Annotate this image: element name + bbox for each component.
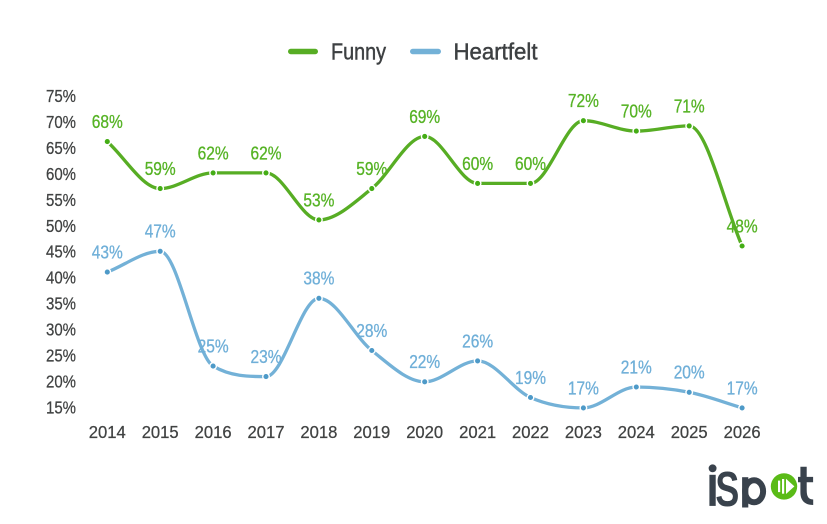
svg-text:2025: 2025 bbox=[671, 422, 708, 442]
svg-text:21%: 21% bbox=[621, 357, 652, 377]
svg-text:59%: 59% bbox=[145, 159, 176, 179]
svg-text:2015: 2015 bbox=[142, 422, 179, 442]
svg-text:2020: 2020 bbox=[406, 422, 443, 442]
svg-text:17%: 17% bbox=[727, 378, 758, 398]
svg-text:30%: 30% bbox=[46, 320, 76, 340]
svg-text:2017: 2017 bbox=[248, 422, 285, 442]
svg-text:Funny: Funny bbox=[331, 39, 386, 65]
svg-text:70%: 70% bbox=[621, 102, 652, 122]
svg-text:59%: 59% bbox=[356, 159, 387, 179]
svg-text:60%: 60% bbox=[462, 154, 493, 174]
svg-text:55%: 55% bbox=[46, 190, 76, 210]
svg-text:45%: 45% bbox=[46, 242, 76, 262]
svg-text:20%: 20% bbox=[46, 372, 76, 392]
svg-text:50%: 50% bbox=[46, 216, 76, 236]
svg-text:20%: 20% bbox=[674, 363, 705, 383]
svg-text:65%: 65% bbox=[46, 138, 76, 158]
svg-text:15%: 15% bbox=[46, 398, 76, 418]
svg-text:38%: 38% bbox=[303, 269, 334, 289]
svg-text:48%: 48% bbox=[727, 216, 758, 236]
svg-text:Heartfelt: Heartfelt bbox=[454, 39, 539, 65]
svg-text:23%: 23% bbox=[251, 347, 282, 367]
svg-text:19%: 19% bbox=[515, 368, 546, 388]
svg-text:25%: 25% bbox=[198, 337, 229, 357]
svg-text:2021: 2021 bbox=[459, 422, 496, 442]
svg-text:2014: 2014 bbox=[89, 422, 126, 442]
svg-text:28%: 28% bbox=[356, 321, 387, 341]
svg-text:68%: 68% bbox=[92, 112, 123, 132]
svg-text:2022: 2022 bbox=[512, 422, 549, 442]
svg-text:22%: 22% bbox=[409, 352, 440, 372]
svg-text:72%: 72% bbox=[568, 91, 599, 111]
svg-text:26%: 26% bbox=[462, 331, 493, 351]
svg-text:2023: 2023 bbox=[565, 422, 602, 442]
svg-text:69%: 69% bbox=[409, 107, 440, 127]
svg-text:60%: 60% bbox=[46, 164, 76, 184]
svg-text:17%: 17% bbox=[568, 378, 599, 398]
svg-text:2016: 2016 bbox=[195, 422, 232, 442]
svg-text:25%: 25% bbox=[46, 346, 76, 366]
svg-text:53%: 53% bbox=[303, 190, 334, 210]
svg-text:47%: 47% bbox=[145, 222, 176, 242]
svg-text:40%: 40% bbox=[46, 268, 76, 288]
svg-text:75%: 75% bbox=[46, 86, 76, 106]
svg-text:2019: 2019 bbox=[353, 422, 390, 442]
svg-text:71%: 71% bbox=[674, 96, 705, 116]
svg-text:2024: 2024 bbox=[618, 422, 655, 442]
svg-text:2018: 2018 bbox=[300, 422, 337, 442]
svg-text:S: S bbox=[715, 463, 739, 518]
svg-text:62%: 62% bbox=[198, 143, 229, 163]
svg-text:35%: 35% bbox=[46, 294, 76, 314]
svg-text:2026: 2026 bbox=[724, 422, 761, 442]
svg-text:43%: 43% bbox=[92, 243, 123, 263]
svg-text:60%: 60% bbox=[515, 154, 546, 174]
svg-text:62%: 62% bbox=[251, 143, 282, 163]
svg-text:70%: 70% bbox=[46, 112, 76, 132]
